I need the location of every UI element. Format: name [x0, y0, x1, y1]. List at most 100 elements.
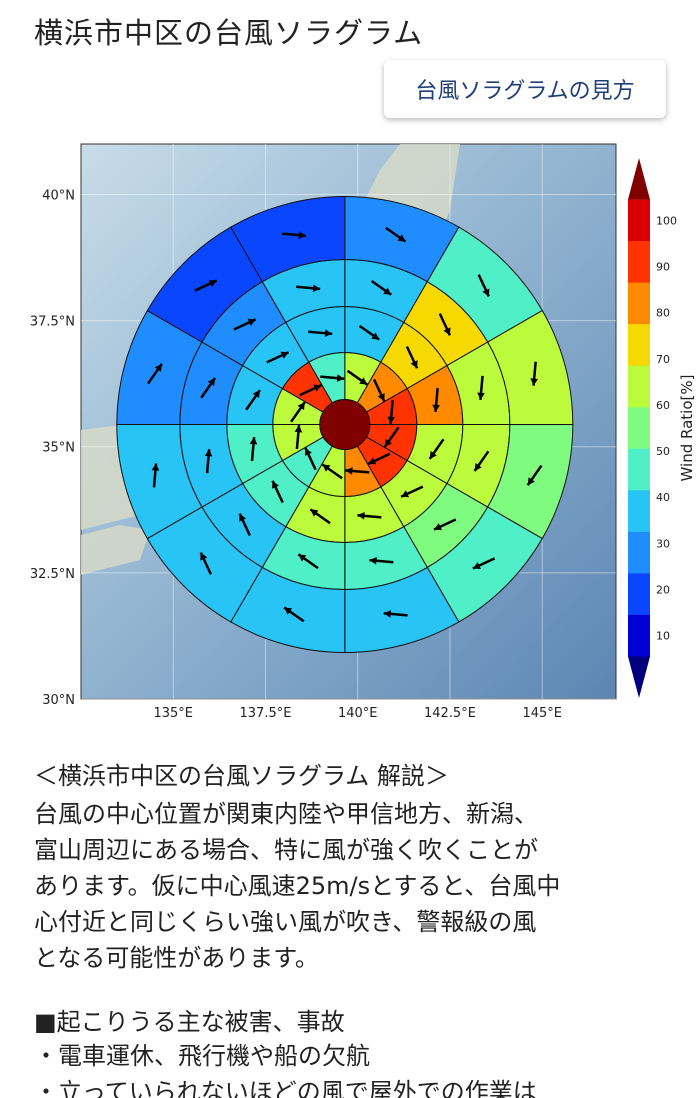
- wind-arrow-head: [294, 425, 303, 433]
- colorbar-tick-label: 30: [656, 537, 670, 550]
- lat-tick-label: 32.5°N: [30, 567, 75, 582]
- commentary-line: 心付近と同じくらい強い風が吹き、警報級の風: [34, 908, 537, 936]
- wind-arrow-head: [154, 363, 162, 372]
- commentary-text: 台風の中心位置が関東内陸や甲信地方、新潟、 富山周辺にある場合、特に風が強く吹く…: [34, 796, 674, 976]
- lon-tick-label: 137.5°E: [240, 706, 292, 721]
- wind-arrow-head: [204, 449, 213, 457]
- wind-arrow-head: [280, 351, 289, 359]
- commentary-line: あります。仮に中心風速25m/sとすると、台風中: [34, 872, 561, 900]
- wind-arrow-head: [371, 332, 380, 340]
- commentary-line: 富山周辺にある場合、特に風が強く吹くことが: [34, 836, 538, 864]
- lat-tick-label: 30°N: [42, 693, 75, 708]
- colorbar-tick-label: 50: [656, 445, 670, 458]
- wind-arrow-head: [387, 416, 396, 424]
- damage-item: ・電車運休、飛行機や船の欠航: [34, 1042, 370, 1070]
- wind-arrow-head: [298, 554, 307, 562]
- colorbar-segment: [628, 282, 650, 325]
- wind-arrow-head: [324, 329, 333, 338]
- wind-arrow-head: [247, 318, 256, 326]
- wind-arrow-head: [312, 284, 321, 293]
- wind-arrow-head: [474, 463, 482, 471]
- lon-tick-label: 142.5°E: [424, 706, 476, 721]
- wind-arrow-head: [383, 610, 392, 618]
- wind-arrow-head: [472, 562, 481, 570]
- wind-arrow-head: [298, 231, 306, 239]
- colorbar-segment: [628, 365, 650, 408]
- wind-arrow-head: [345, 467, 353, 475]
- lon-tick-label: 145°E: [522, 706, 562, 721]
- map-axes: 135°E 137.5°E 140°E 142.5°E 145°E 40°N 37.5°N 3…: [30, 188, 562, 721]
- colorbar-tick-label: 60: [656, 399, 670, 412]
- wind-arrow-head: [304, 447, 312, 456]
- commentary-line: 台風の中心位置が関東内陸や甲信地方、新潟、: [34, 800, 538, 828]
- wind-arrow-head: [443, 327, 451, 336]
- wind-arrow-head: [313, 384, 322, 392]
- wind-arrow-head: [384, 438, 392, 447]
- wind-arrow-head: [397, 234, 406, 242]
- center-cell: [319, 399, 371, 451]
- wind-arrow-head: [336, 374, 345, 382]
- lat-tick-label: 37.5°N: [30, 315, 75, 330]
- wind-arrow-head: [207, 378, 216, 387]
- wind-arrow-head: [200, 552, 208, 561]
- colorbar-segment: [628, 614, 650, 657]
- wind-ratio-cells: [116, 196, 574, 654]
- colorbar-segment: [628, 656, 650, 698]
- wind-arrow-head: [322, 464, 331, 472]
- damage-list: ・電車運休、飛行機や船の欠航 ・立っていられないほどの風で屋外での作業は: [34, 1038, 537, 1098]
- wind-arrow-head: [368, 457, 377, 465]
- colorbar-tick-label: 70: [656, 353, 670, 366]
- colorbar-segment: [628, 490, 650, 533]
- wind-arrow-head: [530, 378, 539, 386]
- wind-arrow-head: [284, 607, 293, 615]
- colorbar-segment: [628, 324, 650, 367]
- wind-arrow-head: [432, 404, 440, 412]
- damage-title: ■起こりうる主な被害、事故: [34, 1008, 345, 1036]
- howto-button[interactable]: 台風ソラグラムの見方: [384, 60, 666, 118]
- ratio-cell: [230, 196, 346, 283]
- wind-arrow-head: [239, 513, 247, 522]
- lat-tick-label: 35°N: [42, 441, 75, 456]
- colorbar-tick-label: 80: [656, 307, 670, 320]
- colorbar: 10 20 30 40 50 60 70 80 90 100 Wind Ratio[%]: [628, 158, 696, 698]
- colorbar-segment: [628, 241, 650, 284]
- colorbar-segment: [628, 407, 650, 450]
- colorbar-tick-label: 100: [656, 214, 677, 227]
- wind-arrow-head: [208, 280, 217, 287]
- wind-arrow-head: [369, 556, 377, 565]
- lon-tick-label: 135°E: [153, 706, 193, 721]
- colorbar-tick-label: 10: [656, 630, 670, 643]
- wind-arrow-head: [527, 477, 535, 486]
- wind-arrow-head: [310, 509, 319, 517]
- commentary-line: となる可能性があります。: [34, 944, 319, 972]
- wind-arrow-head: [272, 480, 280, 489]
- wind-arrow-head: [482, 288, 490, 297]
- wind-arrow-head: [383, 287, 392, 295]
- wind-arrow-head: [151, 463, 160, 471]
- commentary-title: ＜横浜市中区の台風ソラグラム 解説＞: [34, 762, 449, 790]
- wind-arrow-head: [249, 437, 258, 445]
- wind-arrow-head: [433, 523, 442, 531]
- wind-arrow-head: [410, 360, 418, 369]
- colorbar-segment: [628, 448, 650, 491]
- solargram-chart: 135°E 137.5°E 140°E 142.5°E 145°E 40°N 37.5°N 3…: [0, 130, 698, 730]
- wind-arrow-head: [252, 390, 260, 399]
- colorbar-segment: [628, 573, 650, 616]
- wind-arrow-head: [359, 377, 368, 385]
- page-title: 横浜市中区の台風ソラグラム: [34, 16, 424, 50]
- wind-arrow-head: [477, 392, 485, 400]
- colorbar-label: Wind Ratio[%]: [678, 375, 696, 482]
- wind-arrow-head: [401, 490, 410, 498]
- wind-arrow-head: [429, 450, 437, 459]
- wind-arrow-head: [297, 402, 305, 411]
- solargram-svg: 135°E 137.5°E 140°E 142.5°E 145°E 40°N 37.5°N 3…: [30, 143, 696, 721]
- lat-tick-label: 40°N: [42, 188, 75, 203]
- damage-item: ・立っていられないほどの風で屋外での作業は: [34, 1078, 537, 1098]
- wind-arrows: [147, 226, 543, 623]
- lon-tick-label: 140°E: [338, 706, 378, 721]
- colorbar-segment: [628, 199, 650, 242]
- colorbar-tick-label: 20: [656, 584, 670, 597]
- wind-arrow-head: [377, 393, 385, 402]
- colorbar-segment: [628, 531, 650, 574]
- colorbar-tick-label: 40: [656, 491, 670, 504]
